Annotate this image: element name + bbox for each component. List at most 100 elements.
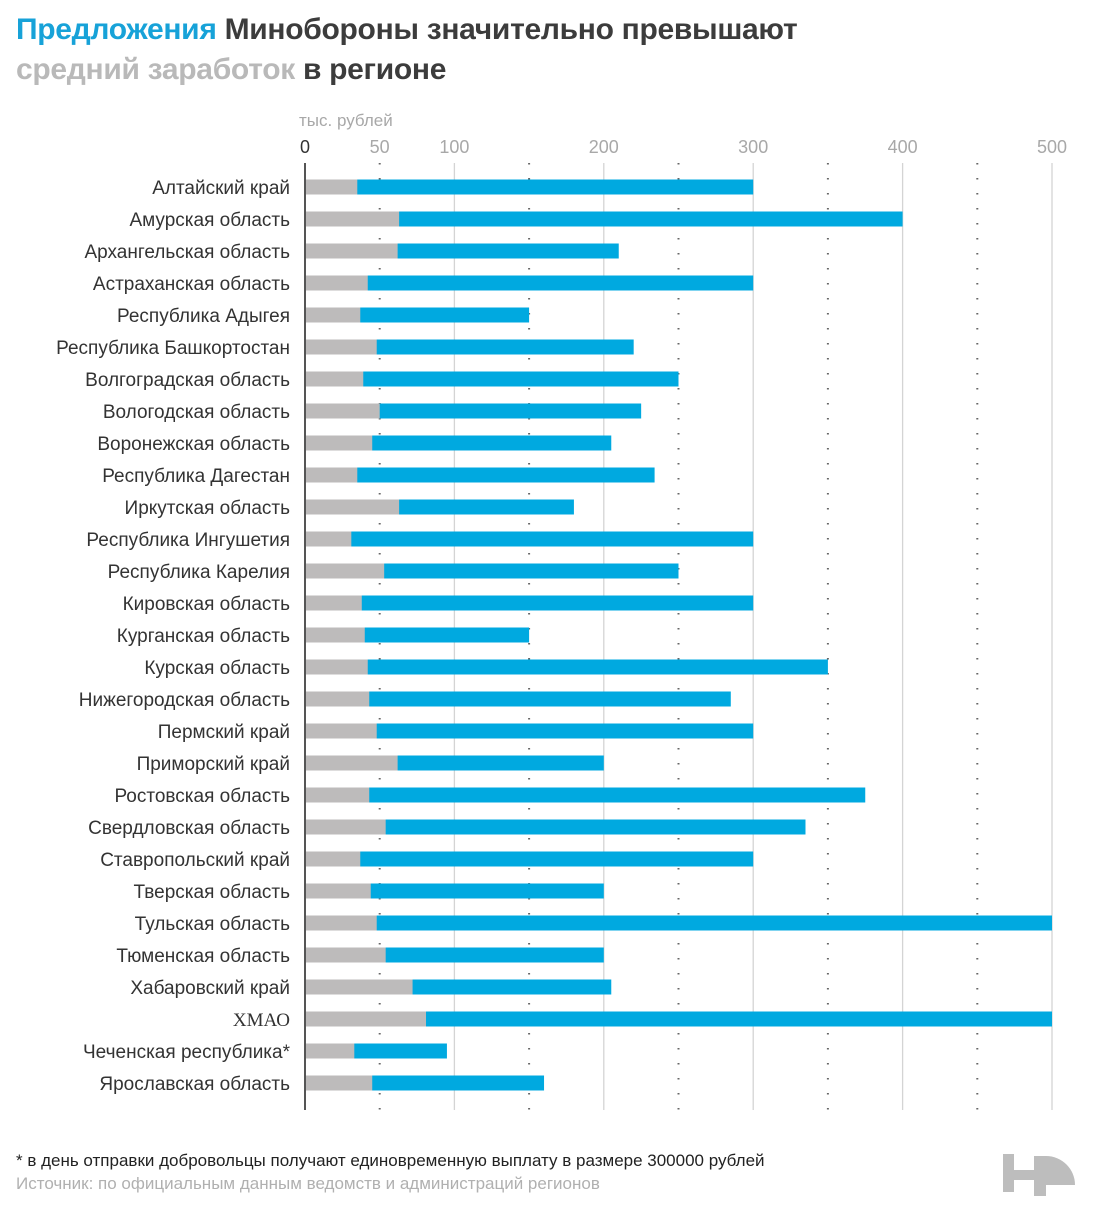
category-label: Свердловская область [88,818,290,839]
category-label: Волгоградская область [85,370,290,391]
bar-average [305,531,352,547]
bar-average [305,1075,373,1091]
x-axis-unit-label: тыс. рублей [299,111,393,130]
x-tick-label: 0 [300,137,310,157]
bar-offer [305,435,612,451]
bar-offer [305,1011,1052,1027]
bar-offer [305,819,806,835]
category-label: Республика Башкортостан [56,338,290,359]
bar-average [305,499,400,515]
x-tick-label: 500 [1037,137,1067,157]
bar-average [305,883,371,899]
x-axis-ticks: 0 50 100 200 300 400 500 [300,137,1067,157]
category-label: Республика Дагестан [102,466,290,487]
bar-offer [305,403,642,419]
source-note: Источник: по официальным данным ведомств… [16,1174,600,1193]
bar-offer [305,659,828,675]
title-highlight-offers: Предложения [16,13,217,46]
x-tick-label: 50 [370,137,390,157]
bar-average [305,1011,427,1027]
category-label: Амурская область [129,210,290,231]
footnote: * в день отправки добровольцы получают е… [16,1151,765,1170]
category-label: Курская область [144,658,290,679]
bar-average [305,595,362,611]
bar-offer [305,371,679,387]
bar-average [305,947,386,963]
bar-average [305,787,370,803]
bar-average [305,979,413,995]
category-label: Воронежская область [97,434,290,455]
bar-average [305,915,377,931]
bar-offer [305,179,754,195]
bar-average [305,371,364,387]
title-highlight-average: средний заработок [16,53,295,86]
category-label: Ярославская область [99,1074,290,1095]
category-label: Тверская область [134,882,291,903]
category-label: ХМАО [233,1010,290,1031]
category-label: Архангельская область [84,242,290,263]
category-label: Чеченская республика* [83,1042,291,1063]
bar-average [305,435,373,451]
category-label: Курганская область [117,626,290,647]
bar-offer [305,787,866,803]
bar-average [305,819,386,835]
bar-average [305,211,400,227]
bar-offer [305,307,530,323]
bar-offer [305,467,655,483]
bar-average [305,1043,355,1059]
category-label: Ставропольский край [100,850,290,871]
bar-offer [305,915,1052,931]
bar-average [305,403,380,419]
bar-offer [305,595,754,611]
bar-average [305,467,358,483]
bar-average [305,851,361,867]
category-label: Пермский край [158,722,290,743]
bar-average [305,563,385,579]
bar-average [305,691,370,707]
category-label: Республика Ингушетия [86,530,290,551]
bar-offer [305,723,754,739]
bar-average [305,243,398,259]
category-label: Тюменская область [116,946,290,967]
bar-offer [305,883,604,899]
x-tick-label: 400 [888,137,918,157]
category-label: Нижегородская область [79,690,290,711]
bar-offer [305,339,634,355]
bar-offer [305,851,754,867]
category-label: Алтайский край [152,178,290,199]
category-label: Тульская область [135,914,290,935]
x-tick-label: 300 [738,137,768,157]
bars [305,179,1052,1091]
category-label: Республика Карелия [108,562,290,583]
bar-average [305,339,377,355]
bar-offer [305,691,731,707]
bar-average [305,307,361,323]
title-line-2: средний заработок в регионе [16,50,797,90]
category-label: Ростовская область [114,786,290,807]
bar-average [305,275,368,291]
bar-offer [305,211,903,227]
bar-offer [305,563,679,579]
bar-average [305,179,358,195]
bar-offer [305,531,754,547]
bar-offer [305,275,754,291]
category-label: Хабаровский край [130,978,290,999]
title-text-2: в регионе [294,53,447,86]
bar-chart: Алтайский край Амурская область Архангельс… [56,111,1067,1110]
chart-title: Предложения Минобороны значительно превы… [16,10,798,90]
x-tick-label: 100 [439,137,469,157]
bar-average [305,723,377,739]
x-tick-label: 200 [589,137,619,157]
category-label: Республика Адыгея [117,306,290,327]
bar-average [305,659,368,675]
category-label: Иркутская область [125,498,291,519]
category-labels: Алтайский край Амурская область Архангельс… [56,178,290,1095]
category-label: Приморский край [137,754,290,775]
category-label: Астраханская область [93,274,290,295]
title-text-1: Минобороны значительно превышают [216,13,798,46]
bar-average [305,755,398,771]
bar-average [305,627,365,643]
category-label: Кировская область [123,594,291,615]
title-line-1: Предложения Минобороны значительно превы… [16,10,798,50]
novaya-gazeta-logo-icon [1003,1154,1075,1196]
